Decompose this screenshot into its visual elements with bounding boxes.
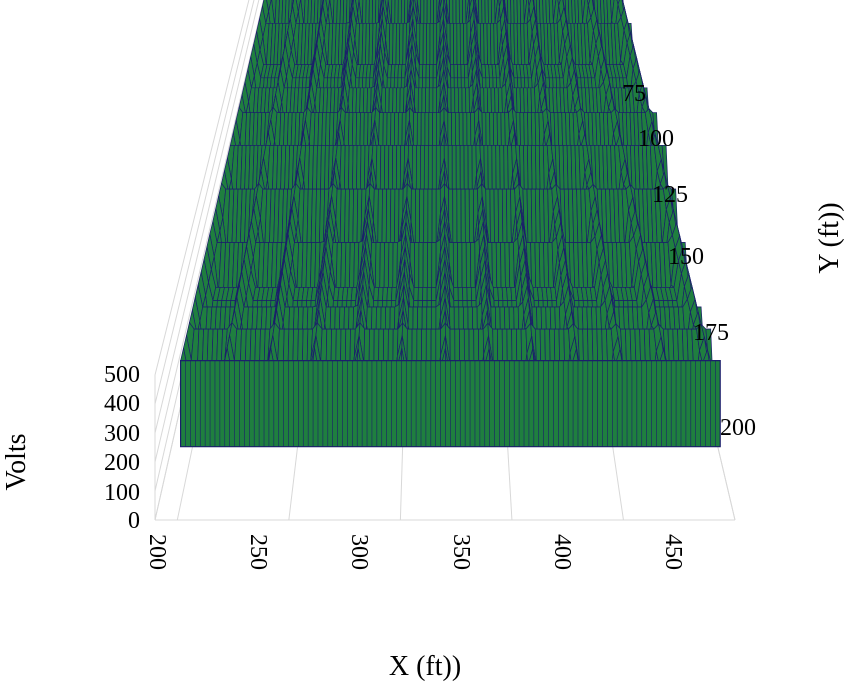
surface-facet — [466, 287, 473, 301]
surface-facet — [429, 64, 434, 79]
surface-facet — [422, 287, 428, 301]
y-tick-label: 125 — [652, 182, 688, 208]
y-tick-label: 200 — [720, 415, 756, 441]
z-gridline — [154, 0, 255, 405]
voltage-surface — [180, 0, 721, 448]
x-tick-label: 450 — [660, 534, 686, 570]
surface-facet — [348, 0, 353, 25]
surface-facet — [470, 287, 477, 301]
z-tick-label: 100 — [104, 480, 140, 506]
x-axis-ticks: 200 250 300 350 400 450 — [144, 534, 686, 570]
surface-facet — [432, 64, 437, 79]
surface-facet — [413, 287, 419, 301]
z-tick-label: 500 — [104, 362, 140, 388]
surface-facet — [426, 287, 432, 301]
y-tick-label: 150 — [668, 244, 704, 270]
y-tick-label: 100 — [638, 126, 674, 152]
x-tick-label: 300 — [346, 534, 372, 570]
y-tick-label: 175 — [693, 320, 729, 346]
surface-facet — [425, 64, 431, 79]
z-axis-ticks: 0 100 200 300 400 500 — [104, 362, 140, 534]
x-tick-label: 350 — [448, 534, 474, 570]
surface-facet — [457, 287, 464, 301]
surface-facet — [453, 287, 459, 301]
z-gridline — [154, 0, 265, 463]
y-axis-ticks: 75 100 125 150 175 200 — [622, 81, 756, 441]
y-tick-label: 75 — [622, 81, 646, 107]
z-tick-label: 0 — [128, 508, 140, 534]
z-tick-label: 400 — [104, 391, 140, 417]
surface-facet — [431, 287, 437, 301]
x-tick-label: 200 — [144, 534, 170, 570]
z-tick-label: 300 — [104, 421, 140, 447]
z-tick-label: 200 — [104, 450, 140, 476]
surface-facet — [436, 0, 440, 24]
surface-facet — [422, 64, 427, 79]
z-axis-title: Volts — [1, 433, 32, 490]
x-axis-title: X (ft)) — [389, 651, 461, 682]
surface-facet — [417, 287, 424, 301]
z-gridline — [154, 0, 250, 376]
y-axis-title: Y (ft)) — [814, 202, 845, 273]
surface-facet — [462, 287, 468, 301]
x-tick-label: 250 — [245, 534, 271, 570]
x-tick-label: 400 — [549, 534, 575, 570]
z-gridline — [154, 0, 260, 434]
